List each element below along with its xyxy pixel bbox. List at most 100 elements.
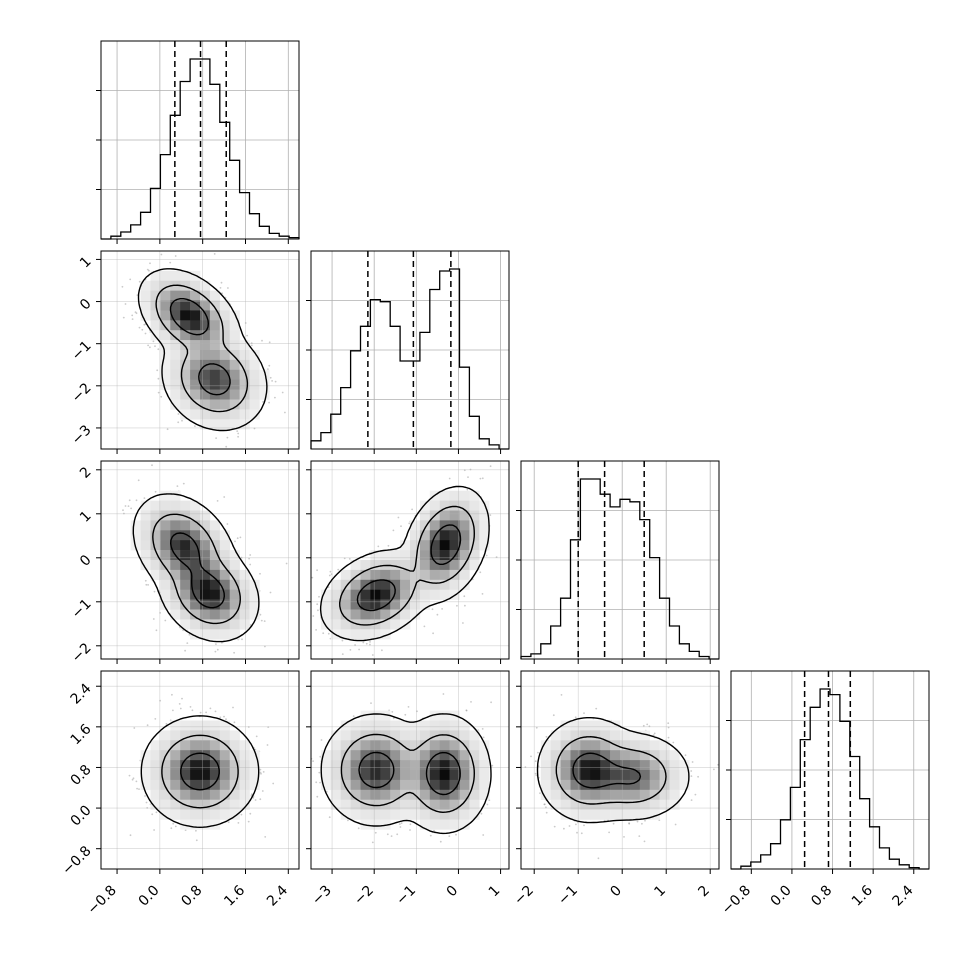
scatter-points-1-2	[311, 465, 498, 656]
density-cell	[469, 550, 480, 561]
density-cell	[629, 809, 641, 820]
density-cell	[239, 409, 250, 420]
density-cell	[209, 740, 221, 751]
density-cell	[190, 369, 201, 380]
density-cell	[160, 350, 171, 361]
scatter-point	[227, 821, 230, 824]
scatter-point	[641, 822, 643, 825]
density-cell	[449, 560, 460, 571]
density-cell	[429, 569, 440, 581]
density-cell	[390, 760, 401, 771]
scatter-point	[694, 793, 697, 796]
density-cell	[429, 710, 440, 721]
density-cell	[219, 330, 230, 341]
density-cell	[439, 569, 450, 581]
density-cell	[330, 730, 341, 741]
density-cell	[170, 389, 181, 400]
density-cell	[209, 320, 221, 331]
scatter-point	[362, 641, 365, 644]
scatter-point	[690, 799, 693, 801]
density-cell	[400, 750, 411, 761]
scatter-point	[248, 557, 251, 560]
density-cell	[190, 340, 201, 351]
density-cell	[209, 520, 221, 531]
density-cell	[150, 320, 161, 331]
density-cell	[370, 550, 381, 561]
density-cell	[560, 730, 571, 741]
density-cell	[200, 310, 211, 321]
density-cell	[469, 750, 480, 761]
scatter-point	[409, 829, 411, 831]
density-cell	[190, 290, 201, 301]
scatter-point	[530, 755, 532, 758]
density-cell	[580, 720, 591, 731]
density-cell	[610, 720, 621, 731]
density-cell	[659, 740, 670, 751]
density-cell	[380, 770, 391, 781]
density-cell	[580, 809, 591, 820]
density-cell	[400, 579, 411, 590]
density-cell	[180, 300, 191, 311]
scatter-point	[327, 632, 330, 635]
scatter-point	[128, 499, 131, 502]
density-cell	[259, 379, 270, 390]
density-cell	[150, 530, 161, 541]
density-cell	[380, 789, 391, 800]
scatter-point	[148, 269, 150, 272]
density-cell	[419, 789, 431, 800]
scatter-point	[233, 651, 236, 654]
density-cell	[590, 730, 601, 741]
density-cell	[200, 320, 211, 331]
density-cell	[200, 540, 211, 551]
density-cell	[429, 540, 440, 551]
density-cell	[410, 799, 421, 810]
density-cell	[419, 740, 431, 751]
density-cell	[229, 389, 240, 400]
density-cell	[479, 500, 490, 511]
scatter-point	[160, 253, 163, 256]
scatter-point	[259, 771, 262, 774]
density-cell	[209, 770, 221, 781]
scatter-point	[155, 629, 158, 632]
density-cell	[190, 409, 201, 420]
density-cell	[459, 569, 470, 581]
density-cell	[380, 599, 391, 610]
contour-level-0	[356, 524, 462, 612]
density-cell	[459, 730, 470, 741]
density-cell	[180, 330, 191, 341]
density-cell	[429, 779, 440, 791]
scatter-point	[164, 619, 167, 622]
contour-level-1	[340, 733, 475, 813]
scatter-point	[236, 430, 239, 432]
contour-level-2	[140, 715, 260, 828]
density-cell	[479, 789, 490, 800]
density-cell	[439, 750, 450, 761]
density-cell	[620, 770, 631, 781]
scatter-point	[407, 706, 410, 708]
density-cell	[410, 730, 421, 741]
scatter-point	[285, 562, 288, 565]
density-cell	[400, 760, 411, 771]
density-cell	[479, 750, 490, 761]
scatter-point	[482, 834, 485, 836]
density-cell	[340, 629, 351, 640]
density-cell	[669, 750, 680, 761]
density-cell	[400, 540, 411, 551]
scatter-point	[317, 609, 319, 612]
density-cell	[439, 520, 450, 531]
density-cell	[439, 819, 450, 830]
density-cell	[180, 379, 191, 390]
density-cell	[400, 609, 411, 620]
density-cell	[180, 740, 191, 751]
density-cell	[160, 550, 171, 561]
density-cell	[209, 379, 221, 390]
density-cell	[380, 579, 391, 590]
density-cell	[360, 560, 371, 571]
density-cell	[370, 629, 381, 640]
density-cell	[340, 599, 351, 610]
density-cell	[469, 760, 480, 771]
contour-level-2	[137, 268, 268, 432]
density-cell	[219, 369, 230, 380]
density-cell	[580, 770, 591, 781]
scatter-point	[155, 811, 158, 814]
